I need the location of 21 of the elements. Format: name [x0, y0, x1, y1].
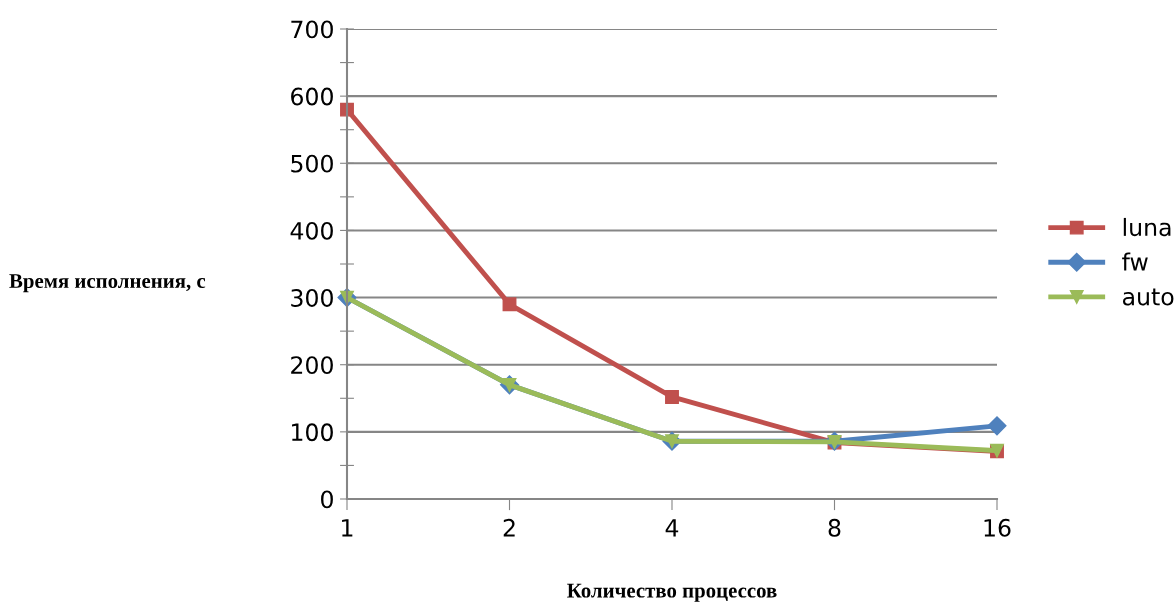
y-tick-label: 400 — [290, 221, 333, 240]
legend-label: luna — [1123, 217, 1171, 237]
legend-label: fw — [1122, 252, 1148, 271]
x-tick-label: 2 — [503, 518, 515, 537]
x-tick-label: 4 — [665, 519, 679, 537]
y-tick-label: 700 — [291, 20, 333, 39]
y-tick-label: 0 — [321, 490, 333, 509]
y-axis-title: Время исполнения, с — [9, 274, 206, 293]
x-tick-label: 8 — [828, 518, 841, 537]
y-tick-label: 100 — [292, 423, 333, 442]
x-tick-label: 16 — [984, 518, 1011, 537]
point — [987, 416, 1007, 436]
point — [502, 297, 517, 312]
x-tick-label: 1 — [342, 519, 353, 537]
legend-label: auto — [1123, 288, 1174, 306]
y-tick-label: 500 — [291, 154, 333, 173]
y-tick-label: 600 — [291, 87, 333, 106]
y-tick-label: 300 — [291, 289, 333, 307]
point — [665, 389, 679, 404]
x-axis-title: Количество процессов — [567, 583, 777, 602]
y-tick-label: 200 — [291, 356, 333, 375]
